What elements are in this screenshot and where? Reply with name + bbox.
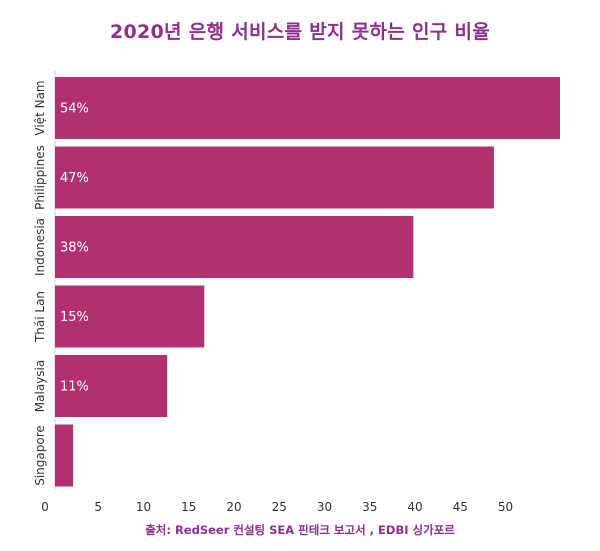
- bar: [55, 77, 560, 139]
- source-note: 출처: RedSeer 컨설팅 SEA 핀테크 보고서 , EDBI 싱가포르: [145, 523, 455, 537]
- data-label: 47%: [60, 171, 89, 186]
- y-tick-label: Malaysia: [33, 360, 47, 412]
- data-label: 38%: [60, 241, 89, 256]
- data-label: 15%: [60, 310, 89, 325]
- y-tick-label: Philippines: [33, 145, 47, 210]
- x-tick-label: 20: [226, 500, 241, 514]
- x-tick-label: 50: [498, 500, 513, 514]
- bar: [55, 355, 168, 417]
- y-tick-label: Indonesia: [33, 218, 47, 276]
- y-tick-label: Thái Lan: [33, 291, 47, 343]
- x-tick-label: 10: [136, 500, 151, 514]
- y-tick-label: Việt Nam: [33, 80, 47, 135]
- x-tick-label: 30: [317, 500, 332, 514]
- bar: [55, 146, 494, 209]
- bar: [55, 285, 205, 348]
- data-label: 11%: [60, 380, 89, 395]
- x-tick-label: 45: [453, 500, 468, 514]
- chart-title: 2020년 은행 서비스를 받지 못하는 인구 비율: [109, 21, 491, 43]
- x-tick-label: 25: [272, 500, 287, 514]
- x-tick-label: 15: [181, 500, 196, 514]
- data-label: 54%: [60, 102, 89, 117]
- x-tick-label: 35: [362, 500, 377, 514]
- y-tick-label: Singapore: [33, 425, 47, 486]
- x-tick-label: 5: [94, 500, 102, 514]
- bar: [55, 424, 74, 487]
- x-tick-label: 40: [407, 500, 422, 514]
- bar: [55, 216, 414, 278]
- x-tick-label: 0: [41, 500, 49, 514]
